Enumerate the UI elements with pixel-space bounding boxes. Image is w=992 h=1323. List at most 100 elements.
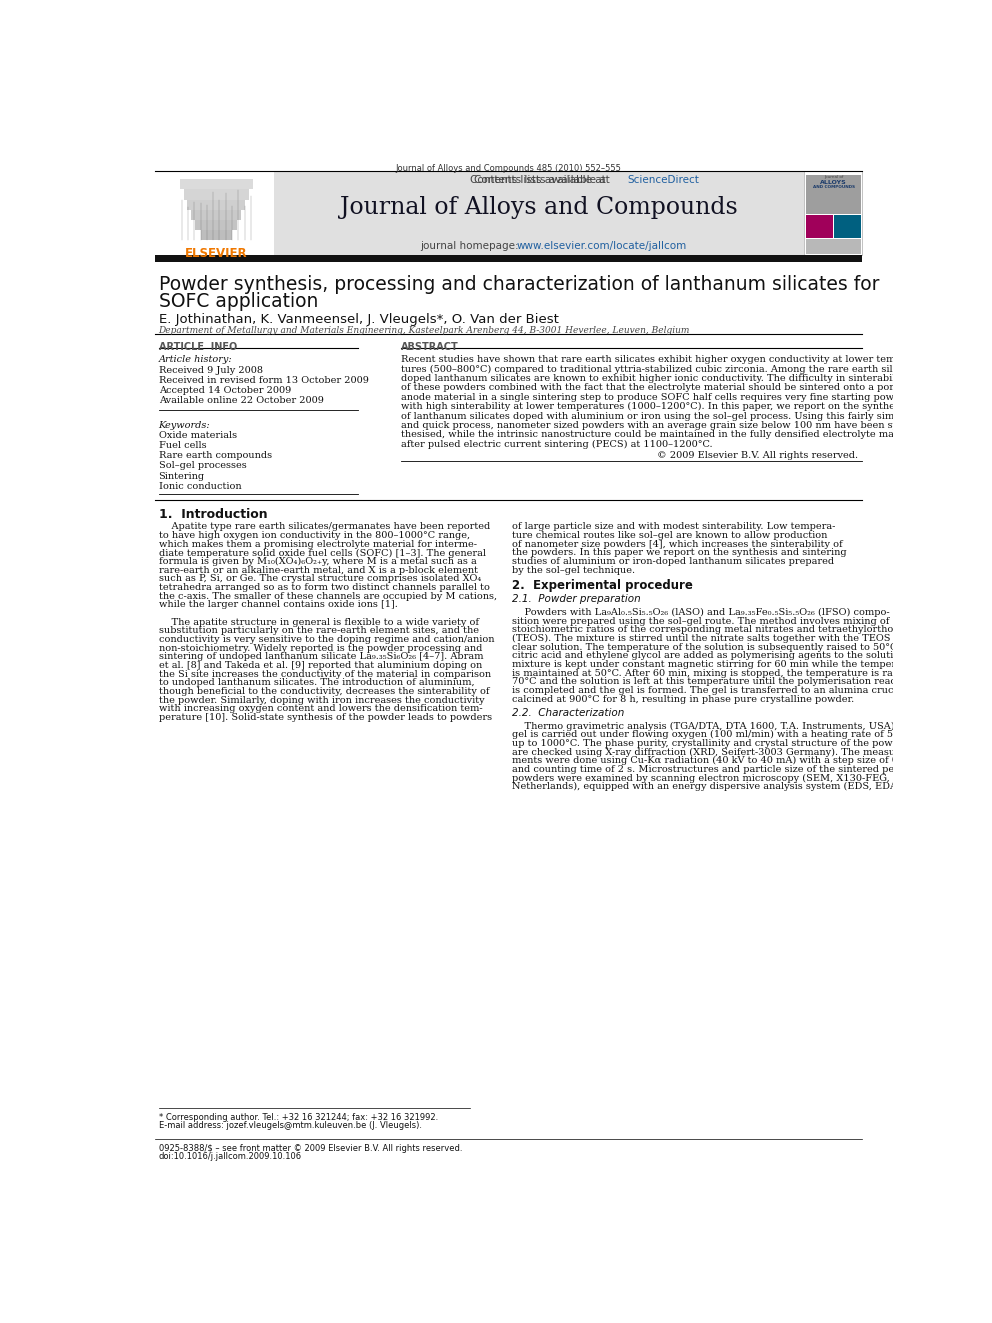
Text: clear solution. The temperature of the solution is subsequently raised to 50°C a: clear solution. The temperature of the s…	[512, 643, 919, 652]
Text: Ionic conduction: Ionic conduction	[159, 482, 241, 491]
Text: non-stoichiometry. Widely reported is the powder processing and: non-stoichiometry. Widely reported is th…	[159, 644, 482, 652]
Text: Received 9 July 2008: Received 9 July 2008	[159, 365, 263, 374]
Text: Recent studies have shown that rare earth silicates exhibit higher oxygen conduc: Recent studies have shown that rare eart…	[401, 356, 921, 364]
Text: 2.  Experimental procedure: 2. Experimental procedure	[512, 578, 693, 591]
Text: rare-earth or an alkaline-earth metal, and X is a p-block element: rare-earth or an alkaline-earth metal, a…	[159, 566, 477, 574]
Text: Keywords:: Keywords:	[159, 421, 210, 430]
Text: Rare earth compounds: Rare earth compounds	[159, 451, 272, 460]
Text: Netherlands), equipped with an energy dispersive analysis system (EDS, EDAX, The: Netherlands), equipped with an energy di…	[512, 782, 930, 791]
Text: thesised, while the intrinsic nanostructure could be maintained in the fully den: thesised, while the intrinsic nanostruct…	[401, 430, 920, 439]
Text: sition were prepared using the sol–gel route. The method involves mixing of: sition were prepared using the sol–gel r…	[512, 617, 890, 626]
Text: Journal of: Journal of	[824, 175, 843, 179]
Text: 0925-8388/$ – see front matter © 2009 Elsevier B.V. All rights reserved.: 0925-8388/$ – see front matter © 2009 El…	[159, 1144, 462, 1152]
Text: to have high oxygen ion conductivity in the 800–1000°C range,: to have high oxygen ion conductivity in …	[159, 531, 470, 540]
Text: of lanthanum silicates doped with aluminium or iron using the sol–gel process. U: of lanthanum silicates doped with alumin…	[401, 411, 909, 421]
Text: Journal of Alloys and Compounds 485 (2010) 552–555: Journal of Alloys and Compounds 485 (201…	[396, 164, 621, 173]
Text: though beneficial to the conductivity, decreases the sinterability of: though beneficial to the conductivity, d…	[159, 687, 489, 696]
Text: ments were done using Cu-Kα radiation (40 kV to 40 mA) with a step size of 0.02°: ments were done using Cu-Kα radiation (4…	[512, 757, 919, 766]
Text: Powder synthesis, processing and characterization of lanthanum silicates for: Powder synthesis, processing and charact…	[159, 275, 879, 294]
Text: tetrahedra arranged so as to form two distinct channels parallel to: tetrahedra arranged so as to form two di…	[159, 583, 489, 593]
Text: with high sinterability at lower temperatures (1000–1200°C). In this paper, we r: with high sinterability at lower tempera…	[401, 402, 908, 411]
Bar	[184, 189, 249, 200]
Text: Journal of Alloys and Compounds: Journal of Alloys and Compounds	[340, 196, 738, 220]
Text: perature [10]. Solid-state synthesis of the powder leads to powders: perature [10]. Solid-state synthesis of …	[159, 713, 492, 722]
Bar	[191, 209, 241, 220]
Text: ScienceDirect: ScienceDirect	[628, 175, 699, 185]
Text: is maintained at 50°C. After 60 min, mixing is stopped, the temperature is raise: is maintained at 50°C. After 60 min, mix…	[512, 669, 926, 677]
Text: the c-axis. The smaller of these channels are occupied by M cations,: the c-axis. The smaller of these channel…	[159, 591, 497, 601]
Text: © 2009 Elsevier B.V. All rights reserved.: © 2009 Elsevier B.V. All rights reserved…	[657, 451, 858, 460]
Bar	[806, 175, 860, 214]
Text: with increasing oxygen content and lowers the densification tem-: with increasing oxygen content and lower…	[159, 704, 482, 713]
Text: The apatite structure in general is flexible to a wide variety of: The apatite structure in general is flex…	[159, 618, 478, 627]
Text: after pulsed electric current sintering (PECS) at 1100–1200°C.: after pulsed electric current sintering …	[401, 439, 712, 448]
Text: studies of aluminium or iron-doped lanthanum silicates prepared: studies of aluminium or iron-doped lanth…	[512, 557, 834, 566]
Text: the powder. Similarly, doping with iron increases the conductivity: the powder. Similarly, doping with iron …	[159, 696, 484, 705]
Text: mixture is kept under constant magnetic stirring for 60 min while the temperatur: mixture is kept under constant magnetic …	[512, 660, 923, 669]
Text: of large particle size and with modest sinterability. Low tempera-: of large particle size and with modest s…	[512, 523, 835, 532]
Text: Accepted 14 October 2009: Accepted 14 October 2009	[159, 386, 291, 396]
Text: www.elsevier.com/locate/jallcom: www.elsevier.com/locate/jallcom	[516, 241, 686, 251]
Text: Available online 22 October 2009: Available online 22 October 2009	[159, 396, 323, 405]
Text: ARTICLE  INFO: ARTICLE INFO	[159, 343, 237, 352]
Text: 70°C and the solution is left at this temperature until the polymerisation react: 70°C and the solution is left at this te…	[512, 677, 916, 687]
Text: Fuel cells: Fuel cells	[159, 441, 206, 450]
Bar	[200, 230, 231, 241]
Text: tures (500–800°C) compared to traditional yttria-stabilized cubic zirconia. Amon: tures (500–800°C) compared to traditiona…	[401, 365, 925, 374]
Text: by the sol–gel technique.: by the sol–gel technique.	[512, 566, 635, 574]
Bar	[806, 214, 833, 238]
Text: which makes them a promising electrolyte material for interme-: which makes them a promising electrolyte…	[159, 540, 476, 549]
Text: of nanometer size powders [4], which increases the sinterability of: of nanometer size powders [4], which inc…	[512, 540, 843, 549]
Text: are checked using X-ray diffraction (XRD, Seifert-3003 Germany). The measure-: are checked using X-ray diffraction (XRD…	[512, 747, 909, 757]
Bar	[155, 171, 278, 254]
Text: et al. [8] and Takeda et al. [9] reported that aluminium doping on: et al. [8] and Takeda et al. [9] reporte…	[159, 662, 482, 669]
Text: diate temperature solid oxide fuel cells (SOFC) [1–3]. The general: diate temperature solid oxide fuel cells…	[159, 549, 486, 557]
Text: Apatite type rare earth silicates/germanates have been reported: Apatite type rare earth silicates/german…	[159, 523, 490, 532]
Text: Oxide materials: Oxide materials	[159, 431, 237, 439]
Text: SOFC application: SOFC application	[159, 292, 318, 311]
Text: E-mail address: jozef.vleugels@mtm.kuleuven.be (J. Vleugels).: E-mail address: jozef.vleugels@mtm.kuleu…	[159, 1122, 422, 1130]
Text: to undoped lanthanum silicates. The introduction of aluminium,: to undoped lanthanum silicates. The intr…	[159, 679, 474, 688]
Bar	[195, 220, 237, 230]
Text: conductivity is very sensitive to the doping regime and cation/anion: conductivity is very sensitive to the do…	[159, 635, 494, 644]
Text: Thermo gravimetric analysis (TGA/DTA, DTA 1600, T.A. Instruments, USA) of the: Thermo gravimetric analysis (TGA/DTA, DT…	[512, 721, 927, 730]
Text: citric acid and ethylene glycol are added as polymerising agents to the solution: citric acid and ethylene glycol are adde…	[512, 651, 930, 660]
Text: the powders. In this paper we report on the synthesis and sintering: the powders. In this paper we report on …	[512, 549, 847, 557]
Text: calcined at 900°C for 8 h, resulting in phase pure crystalline powder.: calcined at 900°C for 8 h, resulting in …	[512, 695, 854, 704]
Text: doped lanthanum silicates are known to exhibit higher ionic conductivity. The di: doped lanthanum silicates are known to e…	[401, 374, 908, 384]
Text: journal homepage:: journal homepage:	[420, 241, 522, 251]
Text: 2.1.  Powder preparation: 2.1. Powder preparation	[512, 594, 641, 605]
Bar	[805, 171, 862, 254]
Text: Powders with La₉Al₀.₅Si₅.₅O₂₆ (lASO) and La₉.₃₅Fe₀.₅Si₅.₅O₂₆ (lFSO) compo-: Powders with La₉Al₀.₅Si₅.₅O₂₆ (lASO) and…	[512, 609, 890, 618]
Text: the Si site increases the conductivity of the material in comparison: the Si site increases the conductivity o…	[159, 669, 491, 679]
Text: Department of Metallurgy and Materials Engineering, Kasteelpark Arenberg 44, B-3: Department of Metallurgy and Materials E…	[159, 325, 690, 335]
Bar	[180, 179, 253, 189]
Text: stoichiometric ratios of the corresponding metal nitrates and tetraethylorthosil: stoichiometric ratios of the correspondi…	[512, 626, 923, 635]
Text: ture chemical routes like sol–gel are known to allow production: ture chemical routes like sol–gel are kn…	[512, 531, 827, 540]
Text: 2.2.  Characterization: 2.2. Characterization	[512, 708, 625, 718]
Bar	[187, 200, 245, 209]
Text: up to 1000°C. The phase purity, crystallinity and crystal structure of the powde: up to 1000°C. The phase purity, crystall…	[512, 740, 915, 747]
Text: E. Jothinathan, K. Vanmeensel, J. Vleugels*, O. Van der Biest: E. Jothinathan, K. Vanmeensel, J. Vleuge…	[159, 312, 558, 325]
Text: anode material in a single sintering step to produce SOFC half cells requires ve: anode material in a single sintering ste…	[401, 393, 916, 402]
Text: ALLOYS: ALLOYS	[820, 180, 847, 185]
Text: such as P, Si, or Ge. The crystal structure comprises isolated XO₄: such as P, Si, or Ge. The crystal struct…	[159, 574, 481, 583]
Text: doi:10.1016/j.jallcom.2009.10.106: doi:10.1016/j.jallcom.2009.10.106	[159, 1152, 302, 1162]
Text: AND COMPOUNDS: AND COMPOUNDS	[812, 185, 854, 189]
Text: and quick process, nanometer sized powders with an average grain size below 100 : and quick process, nanometer sized powde…	[401, 421, 908, 430]
Text: gel is carried out under flowing oxygen (100 ml/min) with a heating rate of 5°C/: gel is carried out under flowing oxygen …	[512, 730, 928, 740]
Text: Article history:: Article history:	[159, 356, 232, 364]
Text: Received in revised form 13 October 2009: Received in revised form 13 October 2009	[159, 376, 368, 385]
Text: and counting time of 2 s. Microstructures and particle size of the sintered pell: and counting time of 2 s. Microstructure…	[512, 765, 936, 774]
Text: is completed and the gel is formed. The gel is transferred to an alumina crucibl: is completed and the gel is formed. The …	[512, 687, 933, 695]
Text: Sol–gel processes: Sol–gel processes	[159, 462, 246, 470]
Text: substitution particularly on the rare-earth element sites, and the: substitution particularly on the rare-ea…	[159, 626, 478, 635]
Text: ELSEVIER: ELSEVIER	[185, 247, 248, 261]
Text: 1.  Introduction: 1. Introduction	[159, 508, 267, 521]
Bar	[806, 239, 860, 254]
Text: powders were examined by scanning electron microscopy (SEM, X130-FEG, FEI, The: powders were examined by scanning electr…	[512, 774, 936, 783]
Text: ABSTRACT: ABSTRACT	[401, 343, 458, 352]
Text: of these powders combined with the fact that the electrolyte material should be : of these powders combined with the fact …	[401, 384, 911, 393]
Text: Contents lists available at: Contents lists available at	[474, 175, 613, 185]
Bar	[155, 254, 862, 262]
